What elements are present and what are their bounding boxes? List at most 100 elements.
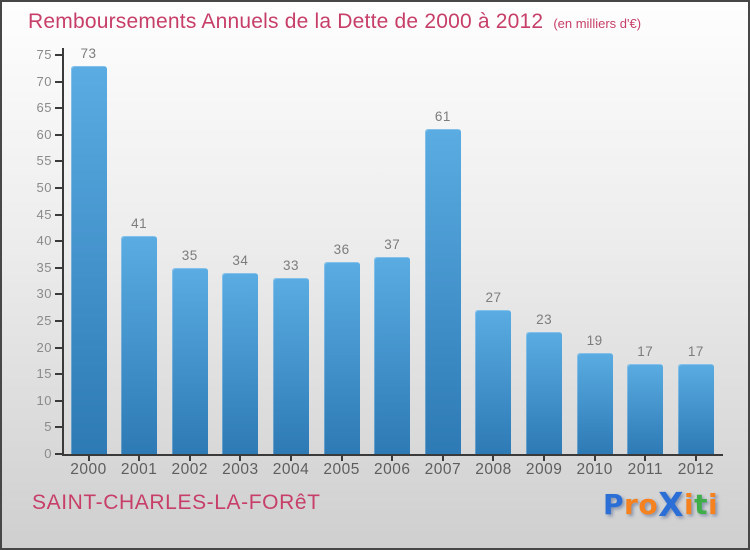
y-tick-label: 35 [36,259,52,275]
x-tick-mark [543,456,546,461]
proxiti-logo[interactable]: ProXiti [603,485,718,524]
y-tick-mark [55,399,62,402]
bar-value-label: 33 [282,258,299,274]
y-tick-label: 25 [36,313,52,328]
x-tick-mark [340,456,343,461]
bar-2011 [627,363,664,454]
y-tick-mark [55,187,62,189]
x-tick-mark [289,456,292,461]
y-tick-label: 30 [36,286,52,302]
bar-2012 [677,363,714,454]
bar-2008 [475,310,512,454]
x-tick-label: 2007 [424,461,462,478]
y-tick-mark [55,80,62,83]
bar-value-label: 35 [181,247,198,263]
y-tick-label: 70 [36,73,52,89]
y-tick-mark [55,240,62,243]
x-tick-label: 2003 [222,461,259,478]
y-tick-mark [55,346,62,349]
y-tick-label: 15 [36,366,52,382]
y-tick-label: 5 [44,419,52,435]
bar-value-label: 61 [434,109,451,125]
chart-title-row: Remboursements Annuels de la Dette de 20… [28,10,641,34]
x-tick-mark [492,456,495,461]
x-tick-mark [239,456,242,461]
y-tick-label: 0 [44,446,52,461]
bar-value-label: 73 [80,45,97,61]
bar-2006 [374,257,411,454]
bar-value-label: 27 [485,290,502,306]
logo-letter-t: t [694,488,709,521]
x-tick-mark [644,456,647,461]
y-tick-mark [55,453,62,455]
chart-title: Remboursements Annuels de la Dette de 20… [28,10,544,33]
bar-value-label: 23 [536,311,553,327]
bar-value-label: 37 [384,237,401,253]
x-tick-label: 2012 [677,461,715,478]
x-tick-label: 2009 [525,461,563,478]
y-tick-mark [55,54,62,56]
x-tick-mark [188,456,191,461]
x-tick-mark [694,456,697,461]
bar-2003 [222,273,259,454]
x-tick-label: 2011 [627,461,663,478]
bar-2005 [323,262,360,454]
bar-value-label: 17 [687,343,704,359]
logo-letter-i: i [708,488,719,521]
y-tick-mark [55,320,62,322]
y-tick-mark [55,293,62,296]
logo-letter-x: X [658,485,685,524]
x-tick-label: 2001 [120,461,158,478]
x-tick-label: 2000 [70,461,107,478]
bar-value-label: 17 [637,343,654,359]
chart-subtitle: (en milliers d'€) [553,16,642,31]
y-tick-label: 50 [36,180,52,195]
y-tick-label: 75 [36,47,52,62]
bar-2001 [121,235,158,454]
x-tick-mark [87,456,90,461]
y-tick-label: 40 [36,233,52,249]
logo-letter-i: i [684,488,695,521]
y-tick-mark [55,266,62,269]
x-tick-mark [391,456,394,461]
bar-2010 [576,352,613,454]
y-tick-label: 45 [36,206,52,222]
bar-2004 [272,278,309,454]
x-tick-label: 2004 [272,461,310,478]
y-tick-mark [55,426,62,429]
x-tick-mark [441,456,444,461]
y-tick-mark [55,107,62,110]
bar-2009 [526,331,563,454]
y-tick-label: 60 [36,126,52,142]
y-tick-label: 65 [36,100,52,116]
bar-value-label: 19 [586,332,603,348]
x-tick-label: 2002 [171,461,208,478]
bar-2002 [171,267,208,454]
y-tick-label: 55 [36,153,52,169]
x-tick-label: 2005 [323,461,360,478]
logo-letter-o: o [638,488,659,521]
commune-name: SAINT-CHARLES-LA-FORêT [32,491,321,514]
x-tick-label: 2010 [576,461,613,478]
x-axis-line [62,454,723,456]
y-tick-mark [55,133,62,136]
x-tick-label: 2008 [475,461,512,478]
x-tick-mark [138,456,141,461]
bar-value-label: 41 [131,215,148,231]
bar-value-label: 34 [232,253,249,269]
y-tick-mark [55,373,62,376]
y-axis-line [62,48,64,456]
x-tick-mark [593,456,596,461]
y-tick-label: 20 [36,339,52,355]
bar-2007 [424,129,461,454]
logo-letter-r: r [624,488,639,521]
y-tick-mark [55,213,62,216]
bar-value-label: 36 [333,242,350,258]
y-tick-mark [55,160,62,163]
logo-letter-p: P [603,488,625,521]
x-tick-label: 2006 [373,461,411,478]
bar-2000 [70,65,107,454]
y-tick-label: 10 [36,392,52,408]
